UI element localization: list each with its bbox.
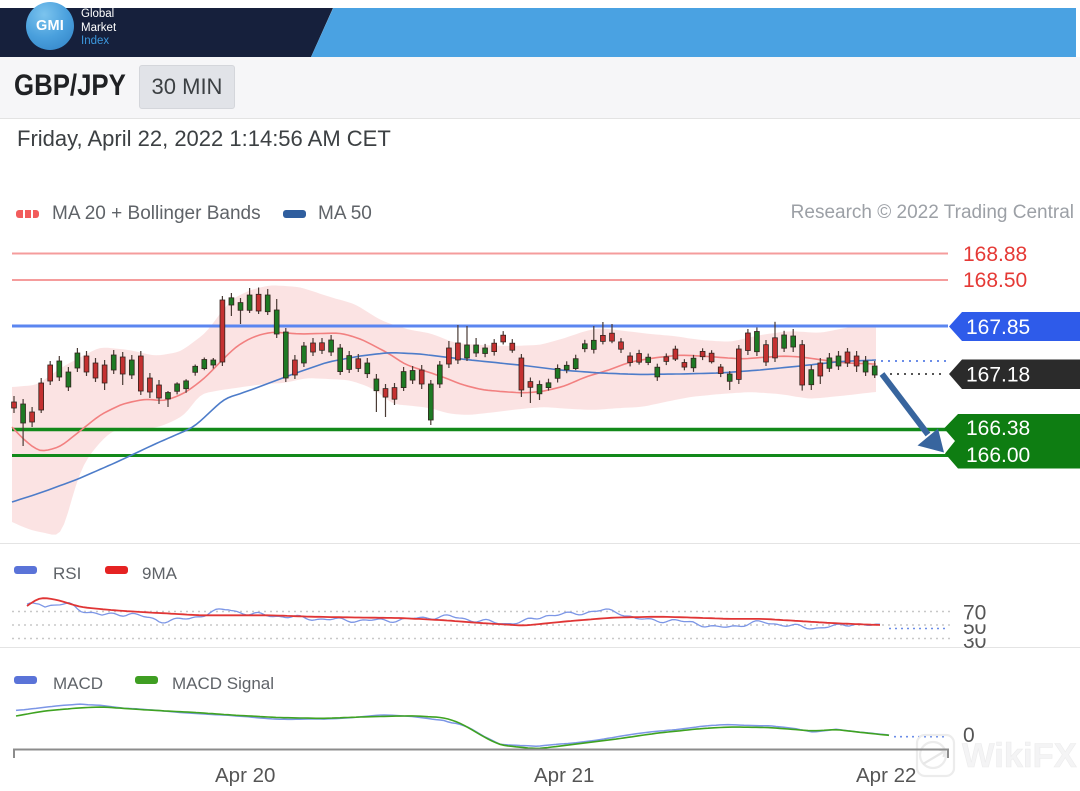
svg-text:168.50: 168.50 [963,269,1027,292]
svg-text:0: 0 [963,724,975,747]
svg-text:168.88: 168.88 [963,243,1027,266]
svg-text:9MA: 9MA [142,564,178,583]
svg-text:167.85: 167.85 [966,316,1030,339]
svg-text:167.18: 167.18 [966,364,1030,387]
svg-text:70: 70 [963,602,986,625]
svg-text:MACD Signal: MACD Signal [172,674,274,693]
svg-text:Apr 22: Apr 22 [856,764,916,787]
svg-text:166.38: 166.38 [966,417,1030,440]
svg-text:MACD: MACD [53,674,103,693]
svg-text:RSI: RSI [53,564,81,583]
svg-text:166.00: 166.00 [966,444,1030,467]
svg-text:WikiFX: WikiFX [962,737,1077,775]
svg-text:Apr 20: Apr 20 [215,764,275,787]
svg-text:Apr 21: Apr 21 [534,764,594,787]
